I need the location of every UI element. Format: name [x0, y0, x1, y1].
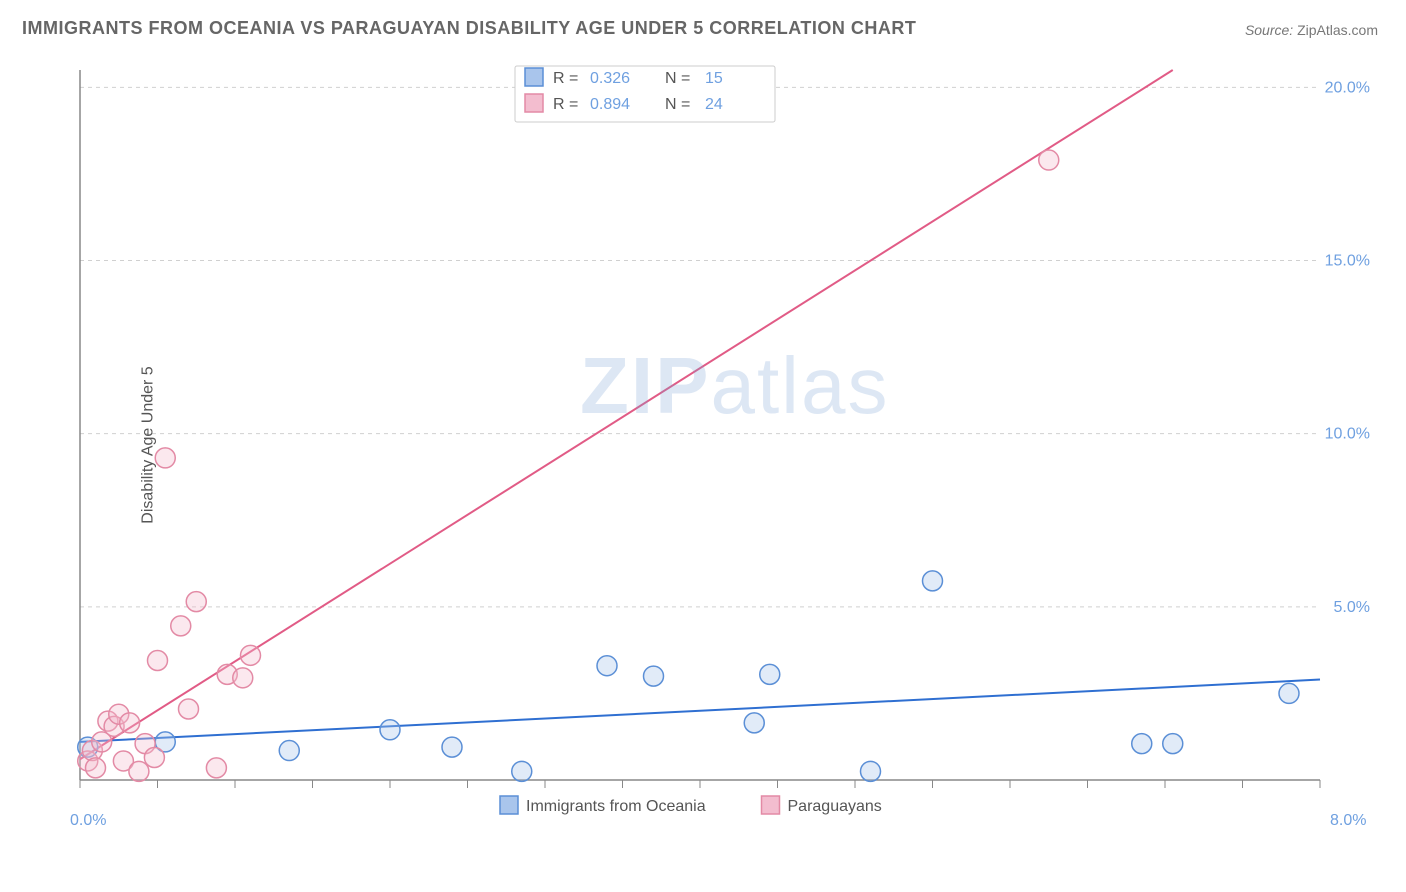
data-point: [186, 592, 206, 612]
legend-r-value: 0.894: [590, 96, 630, 113]
legend-swatch: [762, 796, 780, 814]
legend-series-label: Immigrants from Oceania: [526, 798, 706, 815]
data-point: [241, 645, 261, 665]
data-point: [206, 758, 226, 778]
data-point: [279, 741, 299, 761]
legend-n-label: N =: [665, 70, 690, 87]
data-point: [1132, 734, 1152, 754]
data-point: [1039, 150, 1059, 170]
x-corner-right-label: 8.0%: [1330, 812, 1366, 829]
y-tick-label: 20.0%: [1325, 79, 1370, 96]
data-point: [179, 699, 199, 719]
data-point: [148, 651, 168, 671]
data-point: [644, 666, 664, 686]
y-tick-label: 10.0%: [1325, 426, 1370, 443]
data-point: [144, 747, 164, 767]
data-point: [512, 761, 532, 781]
source-label: Source:: [1245, 22, 1293, 38]
legend-swatch: [525, 68, 543, 86]
chart-title: IMMIGRANTS FROM OCEANIA VS PARAGUAYAN DI…: [22, 18, 916, 39]
data-point: [1163, 734, 1183, 754]
legend-n-value: 15: [705, 70, 723, 87]
legend-r-label: R =: [553, 70, 578, 87]
data-point: [597, 656, 617, 676]
data-point: [744, 713, 764, 733]
y-tick-label: 5.0%: [1334, 599, 1370, 616]
legend-swatch: [500, 796, 518, 814]
chart-area: Disability Age Under 5 5.0% 10.0% 15.0% 20.…: [60, 60, 1380, 830]
trend-line: [80, 680, 1320, 742]
data-point: [923, 571, 943, 591]
data-point: [380, 720, 400, 740]
data-point: [760, 664, 780, 684]
data-point: [155, 448, 175, 468]
data-point: [233, 668, 253, 688]
data-point: [1279, 683, 1299, 703]
legend-r-label: R =: [553, 96, 578, 113]
legend-swatch: [525, 94, 543, 112]
data-point: [120, 713, 140, 733]
data-point: [86, 758, 106, 778]
legend-series-label: Paraguayans: [788, 798, 882, 815]
legend-r-value: 0.326: [590, 70, 630, 87]
data-point: [171, 616, 191, 636]
y-axis-label: Disability Age Under 5: [140, 366, 158, 523]
legend-n-label: N =: [665, 96, 690, 113]
scatter-chart: 5.0% 10.0% 15.0% 20.0% 0.0% 8.0% R = 0.326 N = 15…: [60, 60, 1380, 830]
data-point: [129, 761, 149, 781]
data-point: [442, 737, 462, 757]
data-point: [861, 761, 881, 781]
legend-n-value: 24: [705, 96, 723, 113]
x-corner-left-label: 0.0%: [70, 812, 106, 829]
source-value: ZipAtlas.com: [1297, 22, 1378, 38]
y-tick-label: 15.0%: [1325, 252, 1370, 269]
source-attribution: Source: ZipAtlas.com: [1245, 22, 1378, 38]
